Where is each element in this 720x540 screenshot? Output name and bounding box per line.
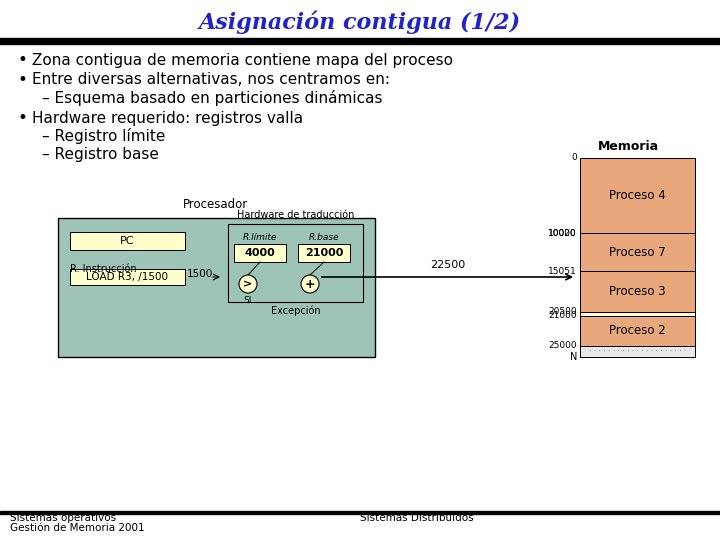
Text: 21000: 21000 bbox=[305, 248, 343, 258]
Text: 20500: 20500 bbox=[549, 307, 577, 316]
Text: Asignación contigua (1/2): Asignación contigua (1/2) bbox=[199, 10, 521, 33]
Bar bbox=[580, 346, 695, 357]
Text: SI: SI bbox=[244, 296, 252, 305]
Text: Proceso 3: Proceso 3 bbox=[609, 285, 666, 298]
Bar bbox=[0, 38, 720, 40]
Text: 10020: 10020 bbox=[549, 229, 577, 238]
Text: >: > bbox=[243, 279, 253, 289]
Text: +: + bbox=[305, 278, 315, 291]
Text: Entre diversas alternativas, nos centramos en:: Entre diversas alternativas, nos centram… bbox=[32, 72, 390, 87]
Text: 1500: 1500 bbox=[187, 269, 213, 279]
Text: Zona contigua de memoria contiene mapa del proceso: Zona contigua de memoria contiene mapa d… bbox=[32, 52, 453, 68]
Text: Excepción: Excepción bbox=[271, 306, 320, 316]
Bar bbox=[70, 269, 185, 285]
Bar bbox=[580, 158, 695, 233]
Bar bbox=[0, 513, 720, 514]
Text: 4000: 4000 bbox=[245, 248, 275, 258]
Text: R.límite: R.límite bbox=[243, 233, 277, 242]
Text: Procesador: Procesador bbox=[182, 198, 248, 211]
Text: 10000: 10000 bbox=[548, 228, 577, 238]
Text: Hardware de traducción: Hardware de traducción bbox=[237, 210, 354, 220]
Text: N: N bbox=[570, 352, 577, 362]
Bar bbox=[0, 510, 720, 512]
Text: Sistemas operativos: Sistemas operativos bbox=[10, 513, 116, 523]
Text: •: • bbox=[18, 71, 28, 89]
Text: •: • bbox=[18, 51, 28, 69]
Text: 25000: 25000 bbox=[549, 341, 577, 350]
Text: Hardware requerido: registros valla: Hardware requerido: registros valla bbox=[32, 111, 303, 125]
Bar bbox=[580, 233, 695, 271]
Text: 15051: 15051 bbox=[548, 267, 577, 275]
Text: Proceso 4: Proceso 4 bbox=[609, 189, 666, 202]
Text: Sistemas Distribuidos: Sistemas Distribuidos bbox=[360, 513, 474, 523]
Bar bbox=[70, 232, 185, 250]
Text: – Registro límite: – Registro límite bbox=[42, 128, 166, 144]
Text: R.base: R.base bbox=[309, 233, 339, 242]
Text: Gestión de Memoria 2001: Gestión de Memoria 2001 bbox=[10, 523, 145, 533]
Text: 22500: 22500 bbox=[431, 260, 466, 270]
Bar bbox=[58, 218, 375, 357]
Circle shape bbox=[239, 275, 257, 293]
Bar bbox=[580, 316, 695, 346]
Bar bbox=[298, 244, 350, 262]
Bar bbox=[580, 271, 695, 312]
Bar bbox=[234, 244, 286, 262]
Text: •: • bbox=[18, 109, 28, 127]
Bar bbox=[228, 224, 363, 302]
Text: Proceso 2: Proceso 2 bbox=[609, 324, 666, 337]
Text: LOAD R3, /1500: LOAD R3, /1500 bbox=[86, 272, 168, 282]
Text: · · · · · · · · · · · · · · · · · · · · ·: · · · · · · · · · · · · · · · · · · · · … bbox=[589, 347, 686, 356]
Text: 21000: 21000 bbox=[549, 311, 577, 320]
Bar bbox=[0, 40, 720, 44]
Text: – Esquema basado en particiones dinámicas: – Esquema basado en particiones dinámica… bbox=[42, 90, 382, 106]
Text: Proceso 7: Proceso 7 bbox=[609, 246, 666, 259]
Text: PC: PC bbox=[120, 236, 135, 246]
Text: – Registro base: – Registro base bbox=[42, 146, 159, 161]
Text: 0: 0 bbox=[571, 153, 577, 163]
Text: R. Instrucción: R. Instrucción bbox=[70, 264, 137, 274]
Text: Memoria: Memoria bbox=[598, 140, 659, 153]
Circle shape bbox=[301, 275, 319, 293]
Bar bbox=[580, 312, 695, 316]
